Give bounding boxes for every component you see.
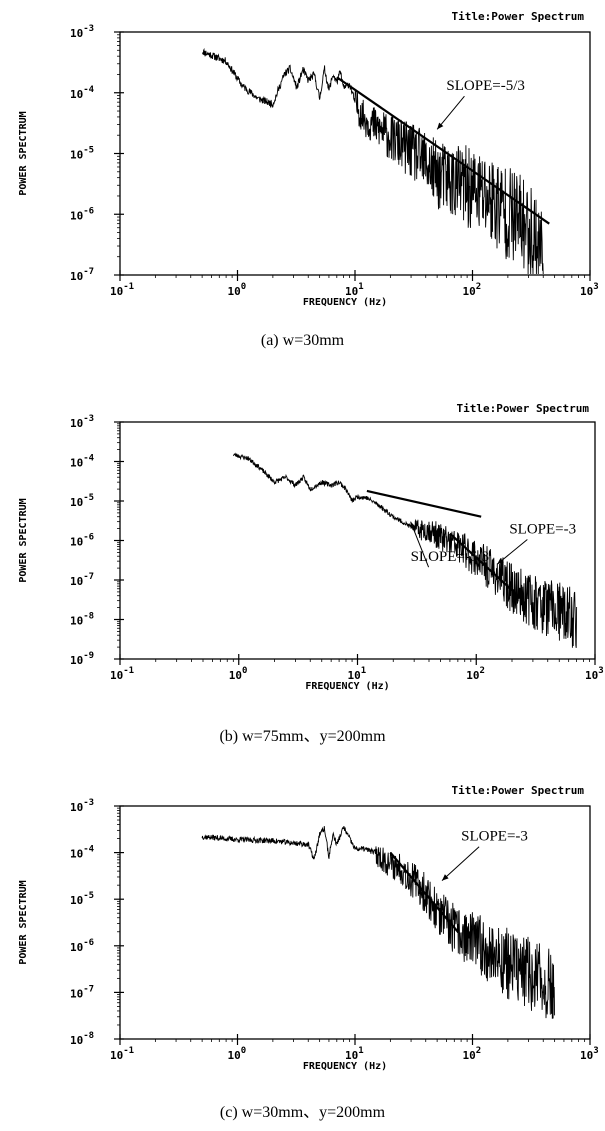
annotation-arrow-head — [441, 874, 449, 881]
slope-fit-line — [389, 851, 459, 933]
power-spectrum-chart-a: Title:Power Spectrum 10-3 10-4 10-5 10-6 10-7… — [18, 10, 599, 308]
x-tick-label: 103 — [580, 282, 599, 298]
annotation-arrow-shaft — [441, 846, 480, 882]
y-tick-label: 10-7 — [70, 984, 94, 1000]
slope-fit-line — [366, 489, 482, 518]
x-tick-label: 101 — [345, 1046, 364, 1062]
y-tick-label: 10-4 — [70, 454, 95, 470]
chart-panel-b: Title:Power Spectrum 10-3 10-4 10-5 10-6 10-7… — [0, 392, 605, 762]
x-axis-label: FREQUENCY (Hz) — [305, 681, 389, 692]
spectrum-series-line — [201, 47, 544, 275]
y-tick-label: 10-5 — [70, 891, 94, 907]
plot-frame — [119, 421, 596, 660]
annotation-arrow-head — [437, 122, 444, 130]
x-tick-label: 10-1 — [110, 666, 134, 682]
power-spectrum-chart-c: Title:Power Spectrum 10-3 10-4 10-5 10-6 10-7… — [18, 784, 599, 1072]
annotation-arrow-head — [497, 558, 504, 565]
y-tick-label: 10-5 — [70, 146, 94, 162]
annotation-arrow-shaft — [436, 95, 465, 130]
spectrum-series-line — [232, 452, 578, 648]
x-tick-label: 103 — [585, 666, 604, 682]
x-tick-label: 10-1 — [110, 1046, 134, 1062]
y-axis-label: POWER SPECTRUM — [18, 111, 29, 195]
chart-caption-a: (a) w=30mm — [260, 332, 345, 349]
x-axis-label: FREQUENCY (Hz) — [303, 1061, 387, 1072]
y-tick-label: 10-3 — [70, 414, 94, 430]
x-tick-label: 103 — [580, 1046, 599, 1062]
y-axis-label: POWER SPECTRUM — [18, 498, 29, 582]
chart-title: Title:Power Spectrum — [452, 10, 585, 23]
slope-annotation: SLOPE=-3 — [461, 829, 528, 845]
y-tick-label: 10-9 — [70, 651, 94, 667]
y-tick-label: 10-8 — [70, 1031, 94, 1047]
x-tick-label: 100 — [229, 666, 248, 682]
y-axis-label: POWER SPECTRUM — [18, 880, 29, 964]
y-tick-label: 10-4 — [70, 845, 95, 861]
x-tick-label: 102 — [463, 1046, 482, 1062]
slope-annotation: SLOPE=-3 — [509, 522, 576, 538]
y-tick-label: 10-7 — [70, 572, 94, 588]
x-tick-label: 100 — [228, 1046, 247, 1062]
x-axis-label: FREQUENCY (Hz) — [303, 297, 387, 308]
y-tick-label: 10-3 — [70, 798, 94, 814]
power-spectrum-chart-b: Title:Power Spectrum 10-3 10-4 10-5 10-6 10-7… — [18, 402, 604, 692]
chart-caption-b: (b) w=75mm、y=200mm — [219, 728, 386, 745]
chart-panel-a: Title:Power Spectrum 10-3 10-4 10-5 10-6 10-7… — [0, 0, 605, 370]
spectrum-series-line — [201, 826, 556, 1019]
y-tick-label: 10-5 — [70, 493, 94, 509]
x-tick-label: 100 — [228, 282, 247, 298]
annotation-arrow-shaft — [496, 539, 528, 565]
chart-caption-c: (c) w=30mm、y=200mm — [219, 1104, 386, 1121]
slope-fit-line — [336, 76, 550, 225]
x-tick-label: 101 — [348, 666, 367, 682]
y-tick-label: 10-6 — [70, 938, 94, 954]
annotation-arrow-shaft — [410, 521, 430, 568]
chart-title: Title:Power Spectrum — [452, 784, 585, 797]
x-tick-label: 102 — [463, 282, 482, 298]
slope-fit-line — [449, 532, 513, 592]
chart-title: Title:Power Spectrum — [457, 402, 590, 415]
x-tick-label: 102 — [466, 666, 485, 682]
y-tick-label: 10-6 — [70, 206, 94, 222]
y-tick-label: 10-3 — [70, 24, 94, 40]
slope-annotation: SLOPE=-5/3 — [446, 78, 524, 94]
slope-annotation: SLOPE=-5/3 — [411, 549, 489, 565]
y-tick-label: 10-4 — [70, 85, 95, 101]
annotation-arrow-head — [410, 521, 416, 529]
y-tick-label: 10-6 — [70, 533, 94, 549]
x-tick-label: 101 — [345, 282, 364, 298]
y-tick-label: 10-8 — [70, 612, 94, 628]
plot-frame — [119, 31, 591, 276]
y-tick-label: 10-7 — [70, 267, 94, 283]
chart-panel-c: Title:Power Spectrum 10-3 10-4 10-5 10-6 10-7… — [0, 776, 605, 1131]
x-tick-label: 10-1 — [110, 282, 134, 298]
